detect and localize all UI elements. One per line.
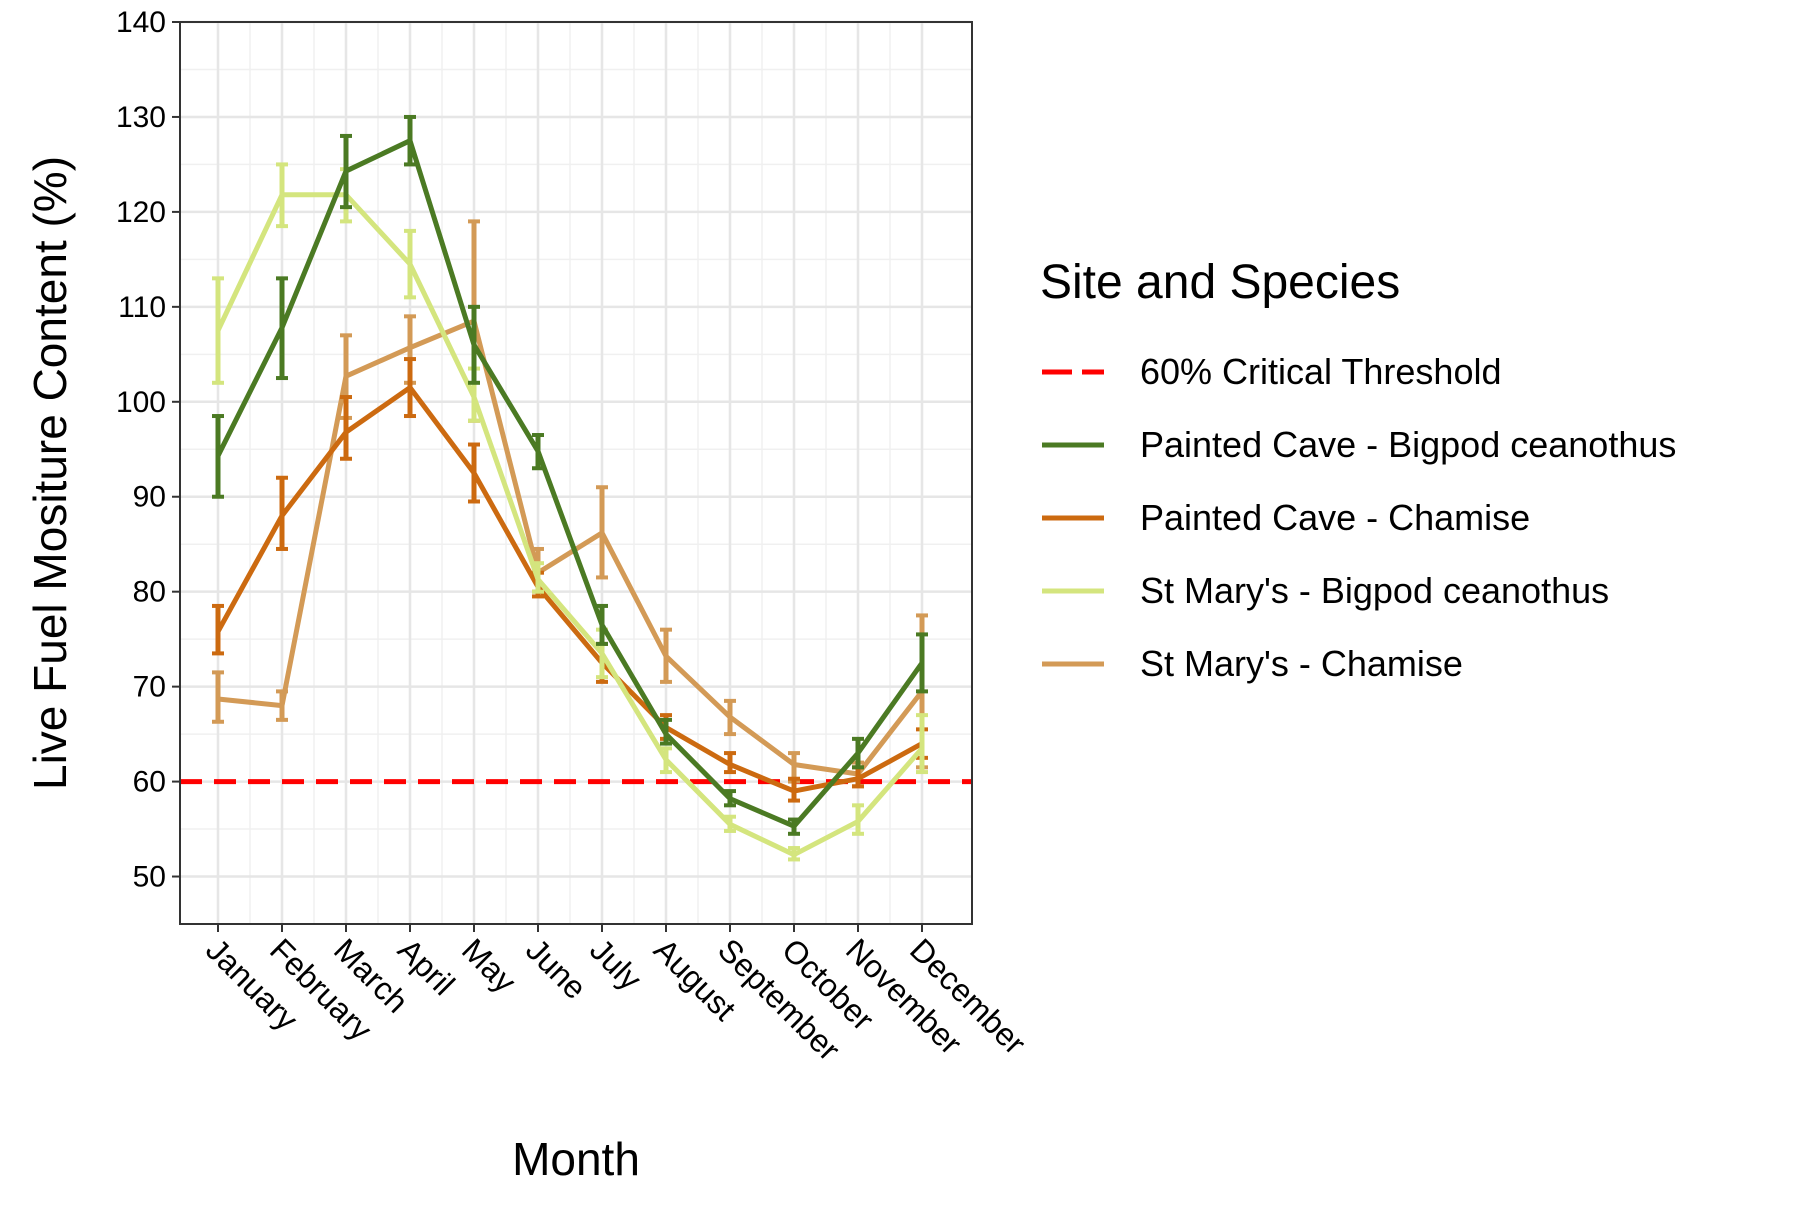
legend: Site and Species 60% Critical Threshold P… <box>1040 256 1676 684</box>
x-tick-label: July <box>583 931 649 997</box>
legend-label: Painted Cave - Bigpod ceanothus <box>1140 424 1676 465</box>
series-line <box>215 138 925 829</box>
series-group <box>212 114 928 836</box>
series-line <box>217 318 924 777</box>
legend-label: St Mary's - Chamise <box>1140 643 1463 684</box>
legend-label: 60% Critical Threshold <box>1140 351 1502 392</box>
y-tick-label: 60 <box>133 766 166 799</box>
y-tick-label: 50 <box>133 861 166 894</box>
series-layer <box>212 114 928 862</box>
x-tick-label: May <box>455 931 523 999</box>
plot-border <box>179 21 973 925</box>
y-tick-label: 120 <box>116 196 166 229</box>
plot-background <box>180 22 972 924</box>
legend-title: Site and Species <box>1040 256 1400 309</box>
y-tick-label: 130 <box>116 101 166 134</box>
y-tick-label: 70 <box>133 671 166 704</box>
y-tick-label: 90 <box>133 481 166 514</box>
y-tick-label: 80 <box>133 576 166 609</box>
y-tick-label: 140 <box>116 6 166 39</box>
y-tick-label: 100 <box>116 386 166 419</box>
legend-label: St Mary's - Bigpod ceanothus <box>1140 570 1609 611</box>
series-line <box>215 385 924 794</box>
y-axis-title: Live Fuel Mositure Content (%) <box>24 156 76 790</box>
x-tick-label: June <box>519 931 594 1006</box>
legend-label: Painted Cave - Chamise <box>1140 497 1530 538</box>
x-axis-title: Month <box>512 1133 640 1185</box>
y-tick-label: 110 <box>118 291 166 324</box>
